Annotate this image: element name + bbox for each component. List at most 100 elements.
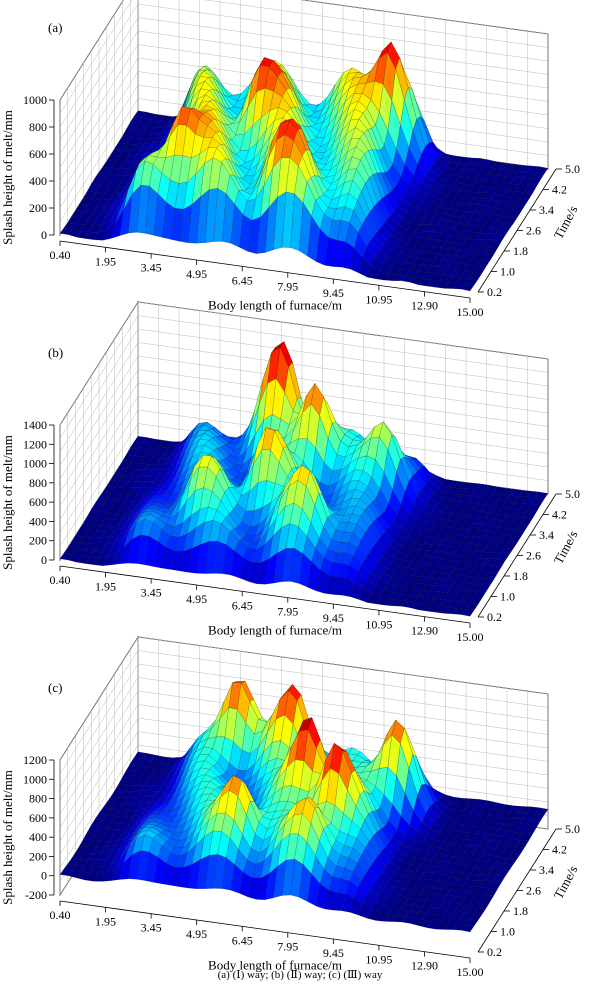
x-tick-label: 3.45 — [141, 586, 162, 600]
gridline — [59, 0, 549, 114]
z-tick-label: 800 — [29, 792, 47, 806]
surface-plot-c: 0.40 1.95 3.45 4.95 6.45 7.95 9.45 10.95 12.90 15… — [0, 635, 581, 979]
surface-cell — [523, 826, 537, 835]
surface-cell — [267, 699, 281, 733]
surface-cell — [535, 807, 549, 816]
gridline — [59, 44, 549, 168]
surface-cell — [484, 246, 498, 256]
gridline — [59, 396, 549, 520]
x-tick-label: 12.90 — [411, 299, 438, 313]
gridline — [59, 315, 549, 439]
surface-cell — [527, 819, 541, 828]
y-tick-label: 3.4 — [539, 203, 554, 217]
surface-cell — [461, 608, 475, 617]
y-tick-label: 1.8 — [513, 904, 528, 918]
z-tick-label: 600 — [29, 811, 47, 825]
surface-plot-b: 0.40 1.95 3.45 4.95 6.45 7.95 9.45 10.95 12.90 15… — [0, 300, 581, 644]
z-tick-label: 0 — [41, 228, 47, 242]
z-axis-label: Splash height of melt/mm — [0, 435, 15, 570]
z-tick-label: 200 — [29, 534, 47, 548]
x-tick-label: 10.95 — [365, 292, 392, 306]
y-tick-label: 3.4 — [539, 528, 554, 542]
surface-cell — [468, 914, 483, 921]
gridline — [59, 636, 549, 761]
z-tick-label: 0 — [41, 553, 47, 567]
gridline — [59, 17, 549, 141]
surface-cell — [500, 222, 514, 230]
surface-cell — [461, 924, 475, 933]
z-tick-label: 800 — [29, 476, 47, 490]
y-tick-label: 2.6 — [526, 224, 541, 238]
x-tick-label: 3.45 — [141, 921, 162, 935]
surface — [59, 41, 549, 292]
surface-cell — [255, 760, 269, 783]
z-tick-label: 400 — [29, 830, 47, 844]
z-tick-label: 1400 — [23, 418, 47, 432]
x-tick-label: 4.95 — [186, 267, 207, 281]
surface-cell — [515, 840, 529, 848]
y-tick-label: 0.2 — [487, 285, 502, 299]
z-tick-label: 0 — [41, 869, 47, 883]
gridline — [59, 690, 549, 815]
y-axis-label: Time/s — [551, 528, 581, 567]
surface-cell — [271, 341, 285, 354]
surface-cell — [205, 541, 218, 574]
z-tick-label: 600 — [29, 147, 47, 161]
x-tick-label: 10.95 — [365, 617, 392, 631]
x-axis — [59, 565, 471, 624]
surface-cell — [531, 497, 545, 506]
z-tick-label: 1200 — [23, 753, 47, 767]
x-tick-label: 9.45 — [323, 286, 344, 300]
x-tick-label: 12.90 — [411, 624, 438, 638]
x-axis — [59, 240, 471, 299]
z-tick-label: 400 — [29, 514, 47, 528]
surface-cell — [208, 830, 222, 856]
surface-cell — [523, 510, 537, 519]
surface — [59, 680, 549, 933]
x-tick-label: 1.95 — [95, 579, 116, 593]
surface — [59, 341, 549, 617]
y-tick-label: 1.8 — [513, 244, 528, 258]
surface-cell — [461, 283, 475, 292]
y-axis-label: Time/s — [551, 863, 581, 902]
z-tick-label: -200 — [25, 888, 47, 902]
gridline — [59, 650, 549, 774]
x-axis-label: Body length of furnace/m — [208, 298, 342, 313]
x-tick-label: 1.95 — [95, 914, 116, 928]
surface-cell — [507, 852, 522, 860]
y-tick-label: 5.0 — [565, 162, 580, 176]
chart-panel-c: 0.40 1.95 3.45 4.95 6.45 7.95 9.45 10.95 12.90 15… — [0, 635, 600, 990]
surface-cell — [500, 863, 514, 871]
gridline — [59, 677, 549, 801]
surface-cell — [535, 166, 549, 175]
x-tick-label: 15.00 — [457, 305, 484, 319]
surface-cell — [531, 813, 545, 822]
x-tick-label: 6.45 — [232, 933, 253, 947]
surface-cell — [224, 487, 238, 510]
y-axis-label: Time/s — [551, 203, 581, 242]
surface-cell — [511, 529, 525, 538]
surface-cell — [267, 346, 281, 384]
panel-label: (a) — [48, 20, 62, 35]
surface-cell — [527, 177, 541, 187]
x-tick-label: 15.00 — [457, 965, 484, 979]
y-tick-label: 4.2 — [552, 843, 567, 857]
surface-cell — [523, 185, 537, 194]
z-tick-label: 1000 — [23, 457, 47, 471]
x-tick-label: 9.45 — [323, 946, 344, 960]
surface-cell — [220, 775, 234, 798]
x-tick-label: 0.40 — [50, 248, 71, 262]
z-tick-label: 800 — [29, 120, 47, 134]
surface-cell — [472, 908, 486, 916]
surface-cell — [488, 565, 502, 574]
x-tick-label: 7.95 — [277, 940, 298, 954]
x-tick-label: 10.95 — [365, 952, 392, 966]
surface-cell — [205, 188, 218, 243]
surface-cell — [236, 150, 250, 163]
y-tick-label: 4.2 — [552, 508, 567, 522]
surface-cell — [496, 553, 510, 561]
chart-panel-a: 0.40 1.95 3.45 4.95 6.45 7.95 9.45 10.95 12.90 15… — [0, 0, 600, 330]
surface-cell — [527, 503, 541, 513]
gridline — [59, 301, 549, 426]
z-axis-label: Splash height of melt/mm — [0, 770, 15, 905]
